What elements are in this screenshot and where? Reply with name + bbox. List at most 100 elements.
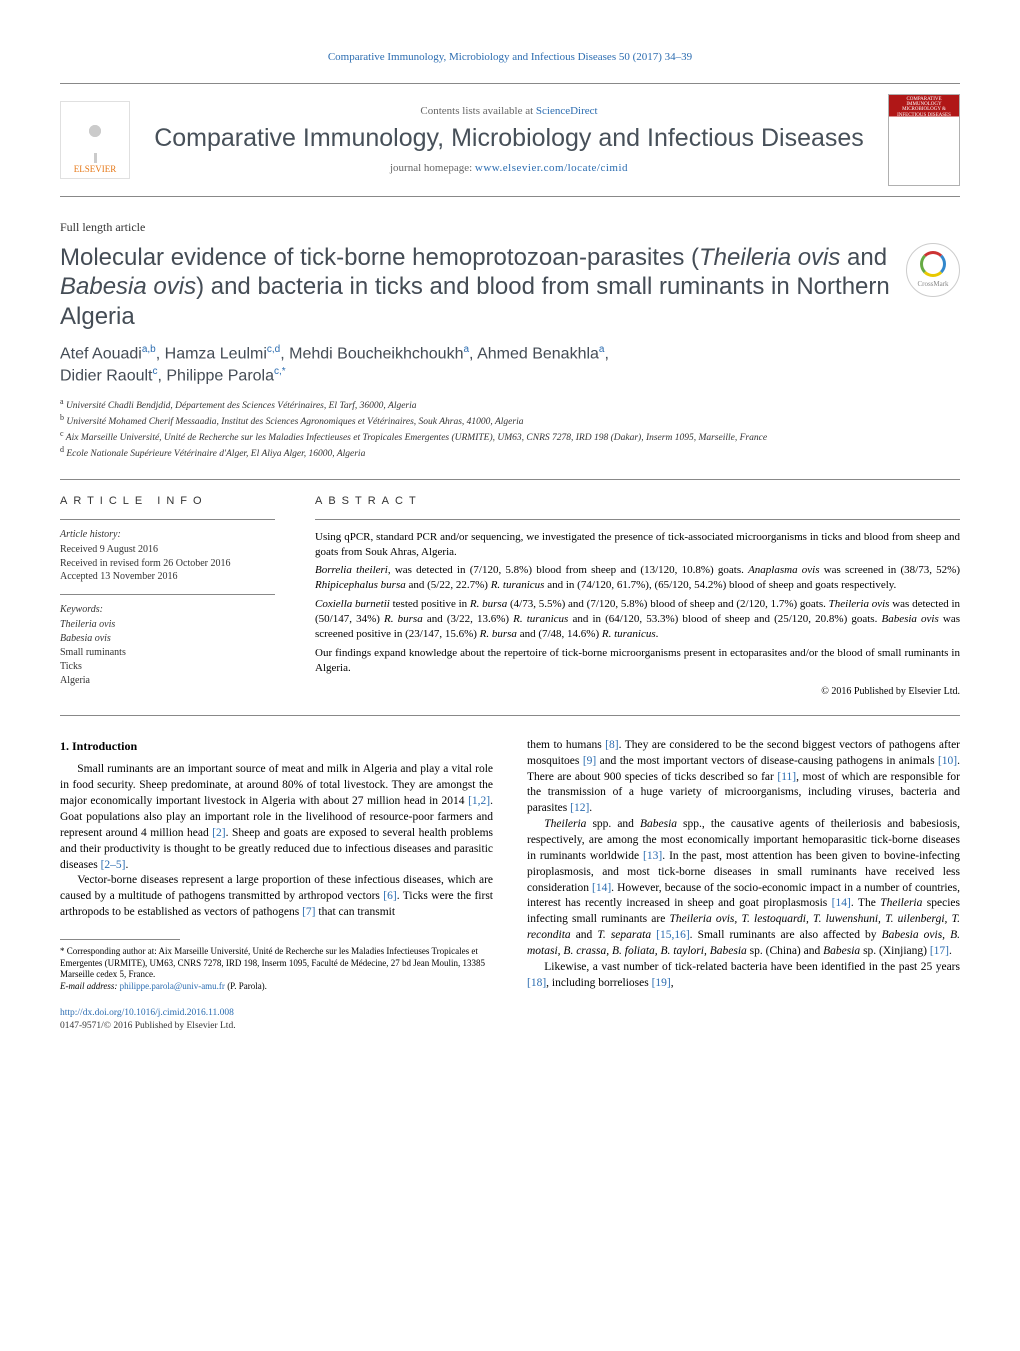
article-info-abstract-row: article info Article history: Received 9… <box>60 479 960 716</box>
citation[interactable]: [14] <box>832 897 851 909</box>
citation[interactable]: [9] <box>583 755 596 767</box>
author: Didier Raoult <box>60 367 152 384</box>
column-right: them to humans [8]. They are considered … <box>527 738 960 993</box>
citation[interactable]: [13] <box>643 850 662 862</box>
body-para: Theileria spp. and Babesia spp., the cau… <box>527 817 960 960</box>
abstract-text: Using qPCR, standard PCR and/or sequenci… <box>315 530 960 699</box>
crossmark-badge[interactable]: CrossMark <box>906 243 960 297</box>
author-affil-sup: c,* <box>274 366 286 377</box>
citation[interactable]: [6] <box>383 890 396 902</box>
masthead: ELSEVIER Contents lists available at Sci… <box>60 83 960 197</box>
keyword: Theileria ovis <box>60 618 275 632</box>
crossmark-icon <box>920 251 946 277</box>
author-affil-sup: c,d <box>267 344 280 355</box>
citation[interactable]: [14] <box>592 882 611 894</box>
author: Mehdi Boucheikhchoukh <box>289 345 463 362</box>
author: Atef Aouadi <box>60 345 142 362</box>
keyword: Ticks <box>60 660 275 674</box>
citation[interactable]: [2–5] <box>101 859 126 871</box>
column-left: 1. Introduction Small ruminants are an i… <box>60 738 493 993</box>
contents-available: Contents lists available at ScienceDirec… <box>144 104 874 119</box>
species-name: Babesia ovis <box>60 273 196 300</box>
citation[interactable]: [2] <box>212 827 225 839</box>
abstract-para: Coxiella burnetii tested positive in R. … <box>315 597 960 642</box>
title-row: Molecular evidence of tick-borne hemopro… <box>60 243 960 343</box>
title-part: Molecular evidence of tick-borne hemopro… <box>60 244 699 271</box>
author: Hamza Leulmi <box>165 345 267 362</box>
citation[interactable]: [8] <box>605 739 618 751</box>
sciencedirect-link[interactable]: ScienceDirect <box>536 105 598 117</box>
keywords-list: Theileria ovis Babesia ovis Small rumina… <box>60 618 275 688</box>
affiliation: Université Chadli Bendjdid, Département … <box>66 401 417 411</box>
running-header: Comparative Immunology, Microbiology and… <box>60 50 960 65</box>
contents-prefix: Contents lists available at <box>420 105 535 117</box>
keyword: Babesia ovis <box>60 632 275 646</box>
corresponding-author-footnote: * Corresponding author at: Aix Marseille… <box>60 946 493 993</box>
affiliation: Aix Marseille Université, Unité de Reche… <box>66 433 767 443</box>
body-para: Vector-borne diseases represent a large … <box>60 873 493 921</box>
elsevier-tree-icon <box>75 115 115 163</box>
keyword: Algeria <box>60 674 275 688</box>
publisher-logo: ELSEVIER <box>60 101 130 179</box>
abstract-para: Using qPCR, standard PCR and/or sequenci… <box>315 530 960 560</box>
citation[interactable]: [11] <box>777 771 796 783</box>
author-affil-sup: a <box>599 344 605 355</box>
history-label: Article history: <box>60 528 275 542</box>
footnote-email: E-mail address: philippe.parola@univ-amu… <box>60 981 493 993</box>
affiliation: Université Mohamed Cherif Messaadia, Ins… <box>66 417 523 427</box>
body-para: Likewise, a vast number of tick-related … <box>527 960 960 992</box>
body-para: Small ruminants are an important source … <box>60 762 493 873</box>
citation[interactable]: [10] <box>938 755 957 767</box>
article-title: Molecular evidence of tick-borne hemopro… <box>60 243 892 331</box>
divider <box>60 594 275 595</box>
abstract-copyright: © 2016 Published by Elsevier Ltd. <box>315 685 960 699</box>
article-info-block: article info Article history: Received 9… <box>60 494 275 699</box>
citation[interactable]: [12] <box>570 802 589 814</box>
masthead-center: Contents lists available at ScienceDirec… <box>130 104 888 176</box>
author-affil-sup: a <box>463 344 469 355</box>
abstract-para: Borrelia theileri, was detected in (7/12… <box>315 563 960 593</box>
page-footer: http://dx.doi.org/10.1016/j.cimid.2016.1… <box>60 1007 960 1033</box>
journal-homepage: journal homepage: www.elsevier.com/locat… <box>144 161 874 176</box>
article-type-label: Full length article <box>60 219 960 235</box>
citation[interactable]: [15,16] <box>656 929 690 941</box>
title-part: and <box>840 244 887 271</box>
publisher-name: ELSEVIER <box>74 163 117 175</box>
author-list: Atef Aouadia,b, Hamza Leulmic,d, Mehdi B… <box>60 343 960 387</box>
email-label: E-mail address: <box>60 981 120 991</box>
page: Comparative Immunology, Microbiology and… <box>0 0 1020 1072</box>
homepage-link[interactable]: www.elsevier.com/locate/cimid <box>475 162 628 174</box>
footnote-text: * Corresponding author at: Aix Marseille… <box>60 946 493 981</box>
section-heading: 1. Introduction <box>60 738 493 755</box>
author: Ahmed Benakhla <box>477 345 599 362</box>
history-received: Received 9 August 2016 <box>60 543 275 557</box>
journal-name: Comparative Immunology, Microbiology and… <box>144 124 874 153</box>
history-revised: Received in revised form 26 October 2016 <box>60 557 275 571</box>
citation[interactable]: [18] <box>527 977 546 989</box>
journal-cover-thumbnail: COMPARATIVE IMMUNOLOGY MICROBIOLOGY & IN… <box>888 94 960 186</box>
abstract-block: abstract Using qPCR, standard PCR and/or… <box>315 494 960 699</box>
crossmark-label: CrossMark <box>917 280 948 289</box>
divider <box>60 519 275 520</box>
abstract-para: Our findings expand knowledge about the … <box>315 646 960 676</box>
author-affil-sup: c <box>152 366 157 377</box>
article-info-heading: article info <box>60 494 275 509</box>
citation[interactable]: [1,2] <box>468 795 490 807</box>
citation[interactable]: [19] <box>652 977 671 989</box>
email-link[interactable]: philippe.parola@univ-amu.fr <box>120 981 225 991</box>
keyword: Small ruminants <box>60 646 275 660</box>
homepage-prefix: journal homepage: <box>390 162 475 174</box>
body-para: them to humans [8]. They are considered … <box>527 738 960 817</box>
keywords-label: Keywords: <box>60 603 275 617</box>
doi-link[interactable]: http://dx.doi.org/10.1016/j.cimid.2016.1… <box>60 1008 234 1018</box>
citation[interactable]: [17] <box>930 945 949 957</box>
abstract-heading: abstract <box>315 494 960 509</box>
author-affil-sup: a,b <box>142 344 156 355</box>
history-accepted: Accepted 13 November 2016 <box>60 570 275 584</box>
author: Philippe Parola <box>166 367 274 384</box>
affiliations: a Université Chadli Bendjdid, Départemen… <box>60 397 960 461</box>
body-two-column: 1. Introduction Small ruminants are an i… <box>60 738 960 993</box>
species-name: Theileria ovis <box>699 244 840 271</box>
citation[interactable]: [7] <box>302 906 315 918</box>
issn-copyright: 0147-9571/© 2016 Published by Elsevier L… <box>60 1021 236 1031</box>
